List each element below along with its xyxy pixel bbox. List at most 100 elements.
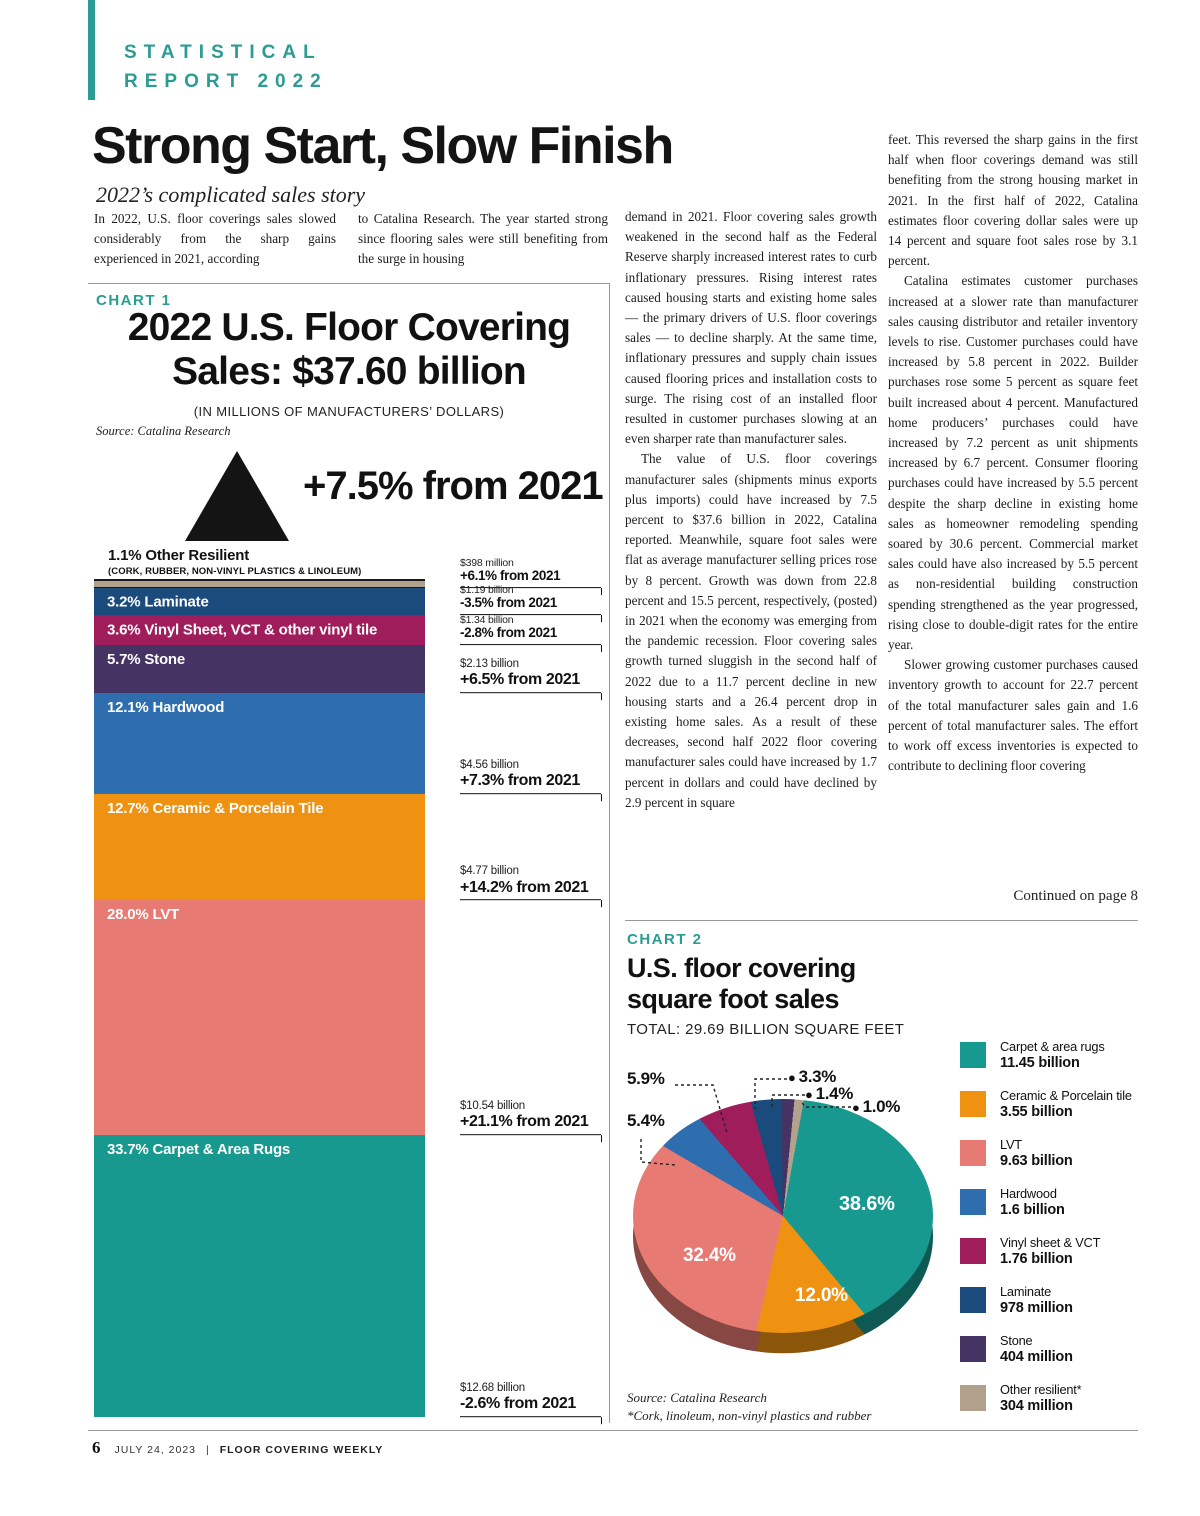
segment-amount: $1.34 billion: [460, 614, 514, 627]
legend-swatch: [960, 1336, 986, 1362]
chart1-panel: CHART 1 2022 U.S. Floor Covering Sales: …: [88, 283, 610, 1424]
footer-date: JULY 24, 2023: [114, 1444, 196, 1456]
paragraph: The value of U.S. floor coverings manufa…: [625, 451, 877, 810]
bar-segment-label: 33.7% Carpet & Area Rugs: [107, 1140, 291, 1158]
pie-chart: 5.9% 5.4% ● 3.3% ● 1.4% ● 1.0% 38.6% 32.4% …: [625, 1063, 970, 1373]
legend-value: 978 million: [1000, 1300, 1073, 1316]
callout-vinyl: 5.9%: [627, 1069, 665, 1088]
legend-name: Laminate: [1000, 1284, 1052, 1299]
callout-hardwood: 5.4%: [627, 1111, 665, 1130]
chart2-label: CHART 2: [627, 931, 703, 948]
page-title: Strong Start, Slow Finish: [92, 117, 674, 175]
chart1-title-line1: 2022 U.S. Floor Covering: [127, 306, 571, 349]
legend-name: Stone: [1000, 1333, 1033, 1348]
accent-bar: [88, 0, 95, 100]
segment-change: +6.5% from 2021: [460, 671, 580, 689]
chart2-footnote: *Cork, linoleum, non-vinyl plastics and …: [627, 1408, 872, 1424]
chart1-title: 2022 U.S. Floor Covering Sales: $37.60 b…: [94, 306, 604, 393]
bar-segment-other-resilient: [94, 579, 425, 589]
chart1-units: (IN MILLIONS OF MANUFACTURERS’ DOLLARS): [193, 404, 505, 419]
chart1-label: CHART 1: [96, 292, 172, 309]
chart2-source-line: Source: Catalina Research: [627, 1390, 767, 1405]
value-label-carpet: $12.68 billion -2.6% from 2021: [460, 1381, 602, 1424]
legend-value: 404 million: [1000, 1349, 1073, 1365]
segment-amount: $12.68 billion: [460, 1381, 525, 1394]
legend-name: Other resilient*: [1000, 1382, 1082, 1397]
segment-sublabel-other-resilient: (CORK, RUBBER, NON-VINYL PLASTICS & LINO…: [108, 566, 362, 577]
stacked-bar: 3.2% Laminate 3.6% Vinyl Sheet, VCT & ot…: [94, 579, 425, 1417]
segment-change: +7.3% from 2021: [460, 772, 580, 790]
article-column-2: to Catalina Research. The year started s…: [358, 211, 608, 267]
chart1-source: Source: Catalina Research: [96, 424, 231, 438]
legend-swatch: [960, 1385, 986, 1411]
legend-name: LVT: [1000, 1137, 1022, 1152]
pie-label-lvt: 32.4%: [683, 1245, 736, 1266]
bar-segment-ceramic: 12.7% Ceramic & Porcelain Tile: [94, 794, 425, 901]
pie-label-carpet: 38.6%: [839, 1193, 895, 1215]
paragraph: Catalina estimates customer purchases in…: [888, 273, 1138, 653]
chart1-growth-callout: +7.5% from 2021: [303, 464, 604, 508]
article-column-1: In 2022, U.S. floor coverings sales slow…: [94, 211, 336, 267]
value-label-stone: $2.13 billion +6.5% from 2021: [460, 657, 602, 700]
value-label-lvt: $10.54 billion +21.1% from 2021: [460, 1099, 602, 1142]
pie-legend: Carpet & area rugs 11.45 billion Ceramic…: [960, 1039, 1140, 1431]
article-column-3: demand in 2021. Floor covering sales gro…: [625, 207, 877, 813]
bar-segment-carpet: 33.7% Carpet & Area Rugs: [94, 1134, 425, 1417]
bar-value-labels: $398 million +6.1% from 2021 $1.19 billi…: [460, 557, 602, 1424]
chart2-panel: CHART 2 U.S. floor covering square foot …: [625, 920, 1138, 1440]
legend-name: Hardwood: [1000, 1186, 1057, 1201]
bullet-icon: ●: [852, 1100, 860, 1115]
chart1-title-line2: Sales: $37.60 billion: [172, 349, 527, 393]
value-label-hardwood: $4.56 billion +7.3% from 2021: [460, 759, 602, 801]
legend-swatch: [960, 1091, 986, 1117]
page-footer: 6 JULY 24, 2023 | FLOOR COVERING WEEKLY: [92, 1438, 383, 1458]
bar-segment-label: 5.7% Stone: [107, 651, 186, 669]
value-label-other-resilient: $398 million +6.1% from 2021: [460, 557, 602, 596]
value-label-laminate: $1.19 billion -3.5% from 2021: [460, 584, 602, 622]
legend-swatch: [960, 1238, 986, 1264]
report-badge: STATISTICAL REPORT 2022: [124, 38, 328, 97]
bullet-icon: ●: [788, 1070, 796, 1085]
segment-amount: $2.13 billion: [460, 657, 519, 670]
bar-segment-label: 12.1% Hardwood: [107, 698, 225, 716]
bar-segment-hardwood: 12.1% Hardwood: [94, 692, 425, 795]
callout-other-resilient: ● 1.0%: [852, 1097, 901, 1116]
pie-leader-lines: [640, 1078, 857, 1166]
callout-laminate: ● 3.3%: [788, 1067, 837, 1086]
legend-item-stone: Stone 404 million: [960, 1333, 1140, 1382]
chart2-title: U.S. floor covering square foot sales: [627, 953, 856, 1015]
badge-line1: STATISTICAL: [124, 42, 322, 63]
legend-swatch: [960, 1140, 986, 1166]
paragraph: feet. This reversed the sharp gains in t…: [888, 132, 1138, 269]
chart2-total: TOTAL: 29.69 BILLION SQUARE FEET: [627, 1021, 905, 1038]
bar-segment-vinyl-sheet: 3.6% Vinyl Sheet, VCT & other vinyl tile: [94, 614, 425, 646]
legend-swatch: [960, 1042, 986, 1068]
value-label-ceramic: $4.77 billion +14.2% from 2021: [460, 865, 602, 908]
legend-value: 11.45 billion: [1000, 1055, 1080, 1071]
bar-segment-label: 12.7% Ceramic & Porcelain Tile: [107, 800, 324, 818]
legend-name: Ceramic & Porcelain tile: [1000, 1088, 1132, 1103]
badge-line2: REPORT 2022: [124, 71, 328, 93]
segment-amount: $4.77 billion: [460, 865, 519, 878]
legend-name: Carpet & area rugs: [1000, 1039, 1105, 1054]
paragraph: demand in 2021. Floor covering sales gro…: [625, 209, 877, 447]
bar-segment-stone: 5.7% Stone: [94, 645, 425, 693]
bar-segment-label: 28.0% LVT: [107, 906, 180, 924]
legend-value: 304 million: [1000, 1398, 1073, 1414]
legend-value: 1.6 billion: [1000, 1202, 1065, 1218]
page-subtitle: 2022’s complicated sales story: [96, 182, 366, 207]
segment-amount: $10.54 billion: [460, 1099, 525, 1112]
page-number: 6: [92, 1438, 101, 1457]
legend-item-hardwood: Hardwood 1.6 billion: [960, 1186, 1140, 1235]
segment-amount: $398 million: [460, 557, 514, 570]
legend-value: 3.55 billion: [1000, 1104, 1073, 1120]
article-column-4: feet. This reversed the sharp gains in t…: [888, 130, 1138, 777]
segment-change: -2.8% from 2021: [460, 625, 557, 641]
chart2-source: Source: Catalina Research *Cork, linoleu…: [627, 1389, 871, 1425]
legend-item-lvt: LVT 9.63 billion: [960, 1137, 1140, 1186]
legend-item-ceramic: Ceramic & Porcelain tile 3.55 billion: [960, 1088, 1140, 1137]
segment-amount: $1.19 billion: [460, 584, 514, 597]
bar-segment-label: 3.2% Laminate: [107, 593, 209, 611]
segment-change: +14.2% from 2021: [460, 878, 589, 896]
segment-change: -2.6% from 2021: [460, 1395, 576, 1413]
